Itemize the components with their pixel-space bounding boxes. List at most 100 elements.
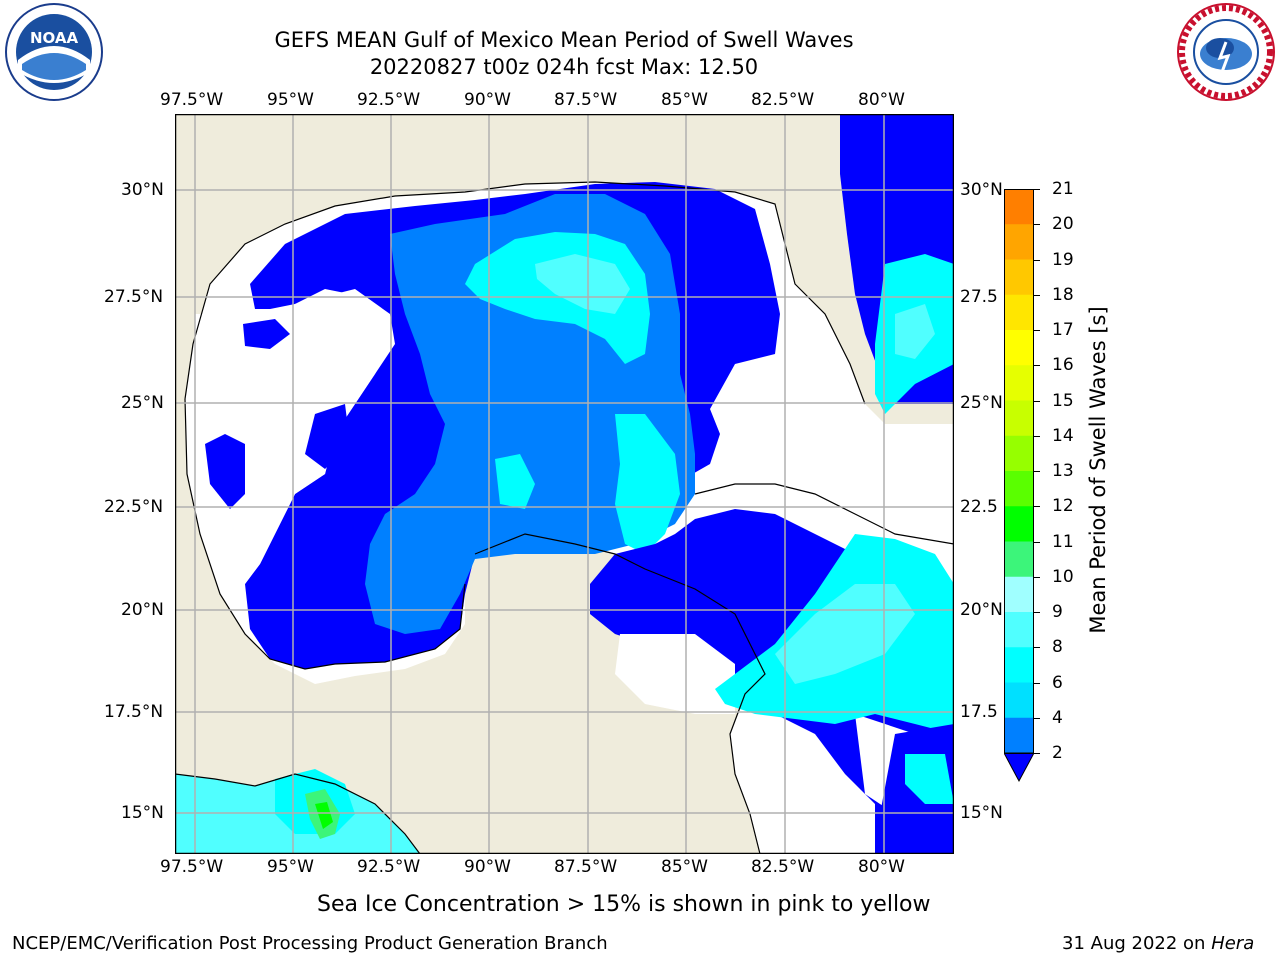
colorbar-tick-mark <box>1034 541 1040 543</box>
lon-label-bottom: 90°W <box>464 857 511 877</box>
lon-label-bottom: 97.5°W <box>160 857 224 877</box>
coastline-yucatan <box>184 398 466 670</box>
lat-label-left: 25°N <box>121 393 164 413</box>
lat-label-left: 15°N <box>121 803 164 823</box>
colorbar-tick-label: 15 <box>1052 390 1074 411</box>
colorbar-tick-label: 8 <box>1052 637 1063 658</box>
colorbar-frame <box>1004 189 1034 754</box>
colorbar-tick-mark <box>1034 259 1040 261</box>
colorbar-tick-mark <box>1034 330 1040 331</box>
colorbar-tick-label: 16 <box>1052 355 1074 376</box>
colorbar-block <box>1004 576 1034 613</box>
lon-label-top: 92.5°W <box>357 90 421 110</box>
colorbar-tick-mark <box>1034 400 1040 402</box>
colorbar-svg <box>1003 189 1035 783</box>
lat-label-right: 30°N <box>960 180 1003 200</box>
colorbar-tick-mark <box>1034 365 1040 367</box>
colorbar <box>1003 189 1035 783</box>
lon-label-top: 97.5°W <box>160 90 224 110</box>
footer-host: Hera <box>1211 933 1255 954</box>
lon-label-top: 82.5°W <box>751 90 815 110</box>
lat-label-right: 17.5 <box>960 702 998 722</box>
colorbar-tick-mark <box>1034 717 1040 719</box>
map-panel <box>174 113 955 855</box>
coastline-gulf <box>184 181 866 405</box>
lon-label-bottom: 87.5°W <box>554 857 618 877</box>
lon-label-bottom: 82.5°W <box>751 857 815 877</box>
colorbar-tick-label: 19 <box>1052 249 1074 270</box>
lat-label-right: 15°N <box>960 803 1003 823</box>
colorbar-block <box>1004 717 1034 754</box>
colorbar-tick-mark <box>1034 612 1040 613</box>
colorbar-tick-mark <box>1034 471 1040 472</box>
colorbar-tick-label: 14 <box>1052 425 1074 446</box>
colorbar-tick-label: 4 <box>1052 707 1063 728</box>
colorbar-tick-label: 6 <box>1052 672 1063 693</box>
map-title-line2: 20220827 t00z 024h fcst Max: 12.50 <box>369 55 759 79</box>
colorbar-tick-mark <box>1034 647 1040 649</box>
lat-label-left: 22.5°N <box>104 497 164 517</box>
colorbar-tick-label: 9 <box>1052 602 1063 622</box>
sea-ice-caption: Sea Ice Concentration > 15% is shown in … <box>317 892 931 917</box>
colorbar-tick-mark <box>1034 294 1040 296</box>
noaa-logo-text: NOAA <box>30 29 79 47</box>
lat-label-left: 20°N <box>121 600 164 620</box>
lon-label-bottom: 80°W <box>858 857 905 877</box>
lon-label-bottom: 92.5°W <box>357 857 421 877</box>
colorbar-block <box>1004 189 1034 225</box>
colorbar-tick-mark <box>1034 753 1040 754</box>
colorbar-tick-mark <box>1034 189 1040 190</box>
lat-label-right: 25°N <box>960 393 1003 413</box>
colorbar-tick-label: 11 <box>1052 531 1074 552</box>
colorbar-block <box>1004 330 1034 366</box>
colorbar-label: Mean Period of Swell Waves [s] <box>1086 306 1110 634</box>
lon-label-bottom: 95°W <box>267 857 314 877</box>
lon-label-top: 95°W <box>267 90 314 110</box>
colorbar-tick-mark <box>1034 435 1040 437</box>
footer-credit: NCEP/EMC/Verification Post Processing Pr… <box>12 933 608 954</box>
nws-logo-icon <box>1176 2 1276 102</box>
colorbar-extend-triangle <box>1003 752 1035 783</box>
colorbar-block <box>1004 294 1034 331</box>
colorbar-block <box>1004 435 1034 472</box>
coastline-pacific <box>174 773 421 855</box>
colorbar-block <box>1004 506 1034 542</box>
colorbar-tick-label: 21 <box>1052 179 1074 199</box>
lon-label-top: 90°W <box>464 90 511 110</box>
colorbar-tick-label: 12 <box>1052 496 1074 517</box>
colorbar-block <box>1004 471 1034 507</box>
colorbar-tick-mark <box>1034 224 1040 226</box>
footer-date: 31 Aug 2022 on Hera <box>1062 933 1254 955</box>
colorbar-tick-mark <box>1034 682 1040 684</box>
colorbar-tick-label: 20 <box>1052 214 1074 235</box>
colorbar-tick-label: 2 <box>1052 743 1063 763</box>
colorbar-tick-label: 17 <box>1052 320 1074 340</box>
colorbar-tick-mark <box>1034 506 1040 508</box>
map-title-line1: GEFS MEAN Gulf of Mexico Mean Period of … <box>274 28 854 52</box>
lat-label-left: 27.5°N <box>104 287 164 307</box>
colorbar-tick-label: 13 <box>1052 461 1074 481</box>
lat-label-right: 22.5 <box>960 497 998 517</box>
coastline-cuba <box>694 483 955 545</box>
lat-label-left: 17.5°N <box>104 702 164 722</box>
colorbar-tick-label: 10 <box>1052 566 1074 587</box>
map-frame <box>174 113 955 855</box>
lat-label-right: 27.5 <box>960 287 998 307</box>
colorbar-block <box>1004 612 1034 648</box>
colorbar-block <box>1004 647 1034 683</box>
grid-lines <box>175 114 954 854</box>
lon-label-top: 80°W <box>858 90 905 110</box>
colorbar-block <box>1004 682 1034 719</box>
lat-label-left: 30°N <box>121 180 164 200</box>
colorbar-block <box>1004 224 1034 260</box>
lon-label-top: 85°W <box>661 90 708 110</box>
lon-label-bottom: 85°W <box>661 857 708 877</box>
colorbar-tick-label: 18 <box>1052 284 1074 305</box>
lon-label-top: 87.5°W <box>554 90 618 110</box>
colorbar-tick-mark <box>1034 576 1040 578</box>
lat-label-right: 20°N <box>960 600 1003 620</box>
colorbar-block <box>1004 400 1034 437</box>
colorbar-block <box>1004 259 1034 296</box>
colorbar-block <box>1004 365 1034 401</box>
noaa-logo-icon: NOAA <box>4 2 104 102</box>
